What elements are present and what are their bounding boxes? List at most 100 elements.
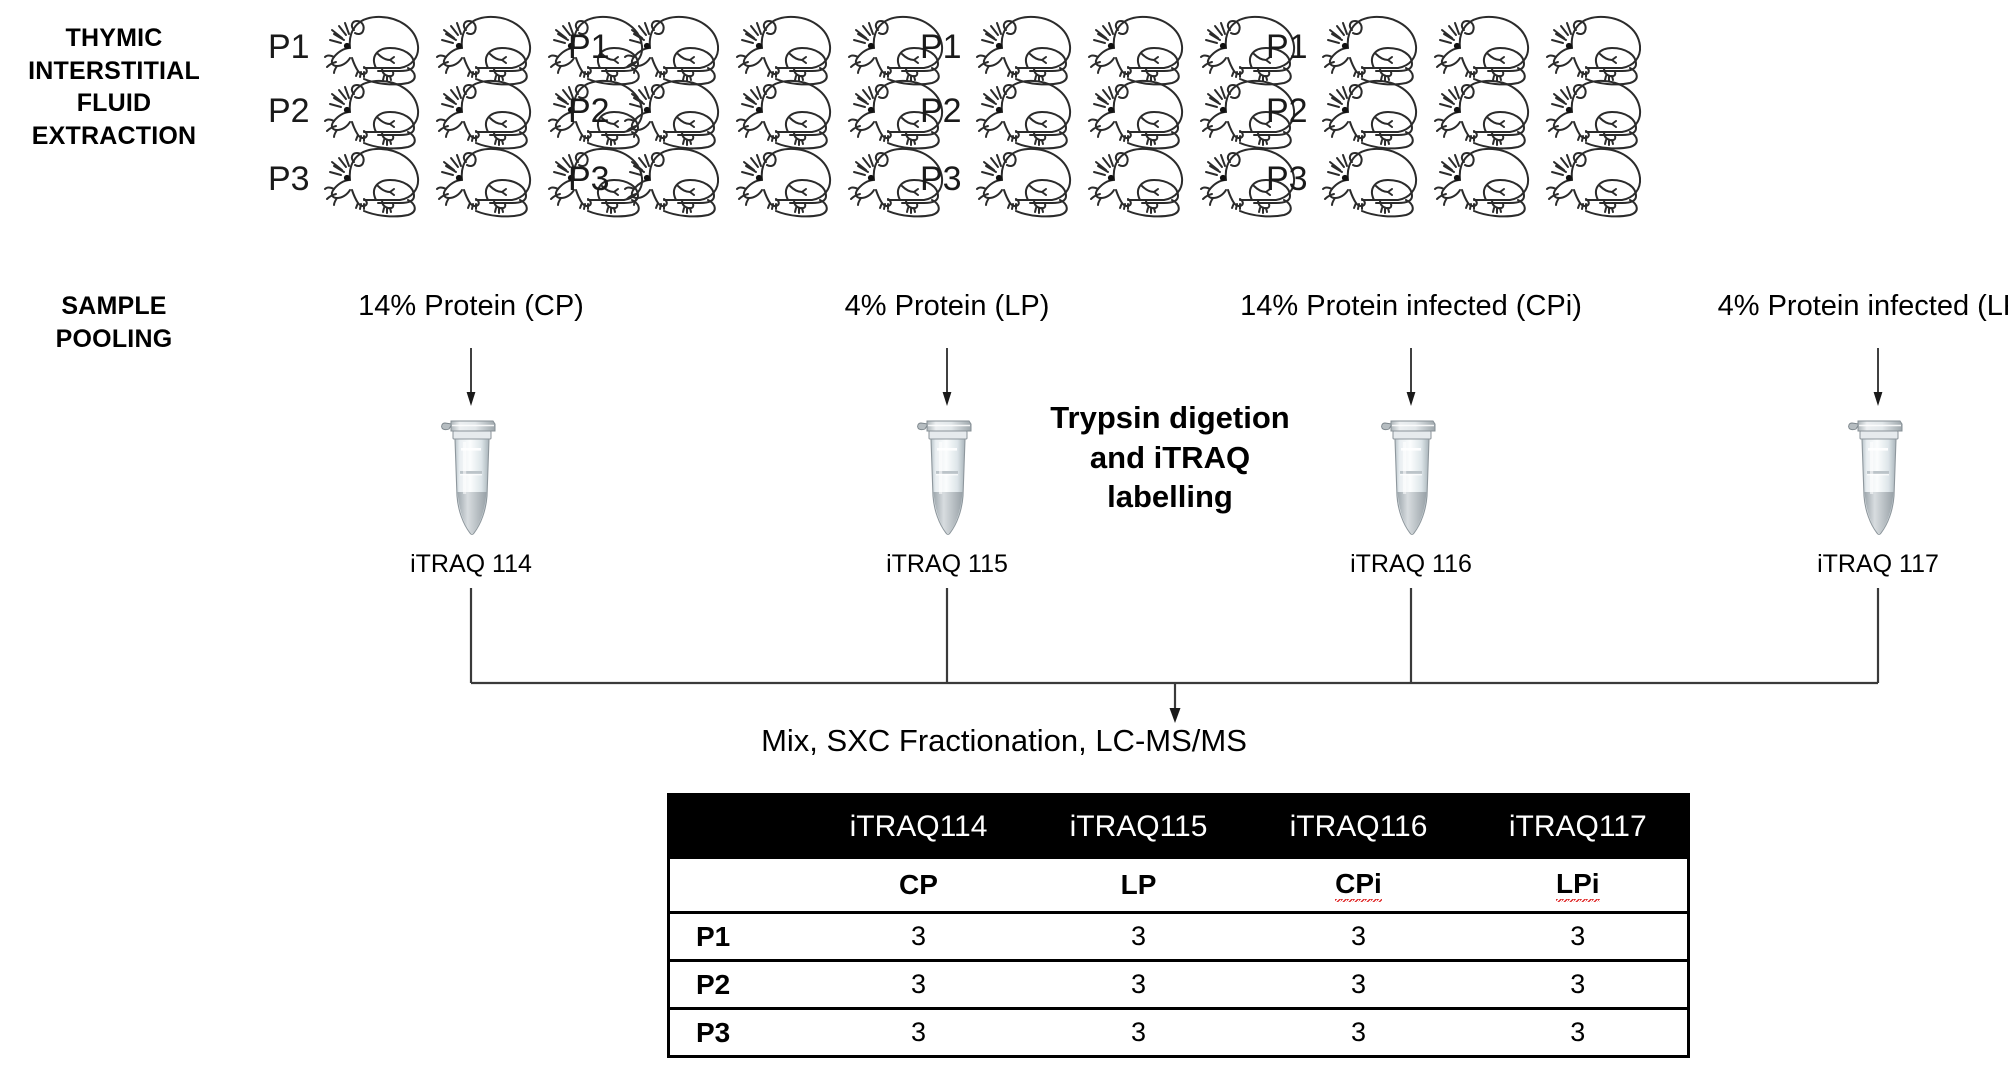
mouse-icon [1084, 72, 1196, 150]
tube-cp [440, 414, 502, 542]
mouse-icon [1546, 15, 1642, 86]
mouse-icon [1542, 72, 1654, 150]
mouse-icon [732, 140, 844, 218]
animal-row-lp-p2: P2 [568, 72, 956, 150]
mouse-icon [544, 140, 656, 218]
table-condition-cp: CP [808, 858, 1029, 914]
table-cell: 3 [1468, 960, 1689, 1010]
mouse-icon [1430, 140, 1542, 218]
mouse-icon [620, 140, 732, 218]
mouse-icon [1084, 140, 1196, 218]
pooling-manifold [0, 588, 2008, 723]
mouse-icon [732, 8, 844, 86]
table-cell: 3 [1248, 960, 1469, 1010]
table-row: P1 3 3 3 3 [668, 912, 1689, 962]
table-cell: 3 [1130, 1017, 1147, 1047]
mouse-icon [432, 140, 544, 218]
mouse-icon [848, 15, 944, 86]
animal-row-cpi-p1: P1 [920, 8, 1308, 86]
mouse-icon [1322, 79, 1418, 150]
mouse-icon [736, 79, 832, 150]
mouse-icon [544, 8, 656, 86]
mouse-icon [620, 72, 732, 150]
itraq-caption-cpi: iTRAQ 116 [1350, 550, 1472, 578]
mouse-icon [1434, 15, 1530, 86]
mouse-icon [548, 15, 644, 86]
mouse-icon [1196, 72, 1308, 150]
down-arrow-icon [1873, 348, 1883, 406]
table-cell: 3 [1248, 912, 1469, 962]
table-cell: 3 [1028, 912, 1249, 962]
mouse-icon [972, 72, 1084, 150]
animal-row-cp-p1: P1 [268, 8, 656, 86]
mouse-icon [1434, 147, 1530, 218]
mouse-icon [436, 15, 532, 86]
table-cell: 3 [910, 1017, 927, 1047]
mouse-icon [972, 140, 1084, 218]
table-condition-lp: LP [1028, 858, 1249, 914]
mouse-icon [436, 147, 532, 218]
mouse-icon [1546, 79, 1642, 150]
mouse-icon [1200, 147, 1296, 218]
mouse-icon [1088, 15, 1184, 86]
tube-lpi [1847, 414, 1909, 542]
pool-tag-p2: P2 [268, 92, 310, 130]
mouse-icon [1318, 8, 1430, 86]
animal-row-cp-p2: P2 [268, 72, 656, 150]
mouse-icon [844, 72, 956, 150]
mouse-icon [624, 147, 720, 218]
mouse-icon [1196, 8, 1308, 86]
table-row-label-p2: P2 [668, 960, 809, 1010]
tube-cpi [1380, 414, 1442, 542]
mouse-icon [848, 79, 944, 150]
table-body: CP LP CPi LPi P1 3 3 3 3 P2 3 3 3 3 P3 3 3 3 3 [668, 858, 1689, 1057]
mouse-icon [1430, 72, 1542, 150]
microcentrifuge-tube-icon [441, 420, 496, 536]
mouse-icon [972, 8, 1084, 86]
mouse-icon [1196, 140, 1308, 218]
table-condition-row: CP LP CPi LPi [668, 858, 1689, 914]
table-col-header-itraq117: iTRAQ117 [1468, 794, 1689, 859]
mouse-icon [1542, 140, 1654, 218]
animal-row-lp-p1: P1 [568, 8, 956, 86]
table-corner-cell [668, 794, 809, 859]
animal-row-lpi-p2: P2 [1266, 72, 1654, 150]
pool-tag-p1: P1 [568, 28, 610, 66]
down-arrow-icon-cpi [1403, 348, 1419, 406]
summary-table: iTRAQ114 iTRAQ115 iTRAQ116 iTRAQ117 CP LP… [667, 793, 1690, 1058]
mix-fractionation-label: Mix, SXC Fractionation, LC-MS/MS [761, 723, 1247, 758]
down-arrow-icon-cp [463, 348, 479, 406]
table-col-header-itraq116: iTRAQ116 [1248, 794, 1469, 859]
down-arrow-icon [942, 348, 952, 406]
mouse-icon [320, 72, 432, 150]
mouse-icon [844, 8, 956, 86]
pool-caption-cpi: 14% Protein infected (CPi) [1240, 290, 1582, 322]
pool-tag-p2: P2 [1266, 92, 1308, 130]
mouse-icon [320, 8, 432, 86]
mouse-icon [324, 79, 420, 150]
pool-tag-p2: P2 [920, 92, 962, 130]
mouse-icon [324, 15, 420, 86]
pool-caption-cp: 14% Protein (CP) [358, 290, 584, 322]
mouse-icon [1200, 79, 1296, 150]
pool-caption-lp: 4% Protein (LP) [844, 290, 1050, 322]
animal-row-cpi-p3: P3 [920, 140, 1308, 218]
mouse-icon [1322, 15, 1418, 86]
mouse-icon [844, 140, 956, 218]
pool-tag-p1: P1 [1266, 28, 1308, 66]
mouse-icon [976, 15, 1072, 86]
table-col-header-itraq114: iTRAQ114 [808, 794, 1029, 859]
down-arrow-icon [466, 348, 476, 406]
mouse-icon [320, 140, 432, 218]
table-cell: 3 [808, 912, 1029, 962]
pool-tag-p1: P1 [268, 28, 310, 66]
mouse-icon [848, 147, 944, 218]
microcentrifuge-tube-icon [917, 420, 972, 536]
table-header: iTRAQ114 iTRAQ115 iTRAQ116 iTRAQ117 [668, 794, 1689, 859]
mouse-icon [1318, 72, 1430, 150]
mouse-icon [436, 79, 532, 150]
stage-label-extraction: THYMIC INTERSTITIAL FLUID EXTRACTION [28, 24, 200, 150]
animal-row-cpi-p2: P2 [920, 72, 1308, 150]
table-cell: 3 [1468, 912, 1689, 962]
